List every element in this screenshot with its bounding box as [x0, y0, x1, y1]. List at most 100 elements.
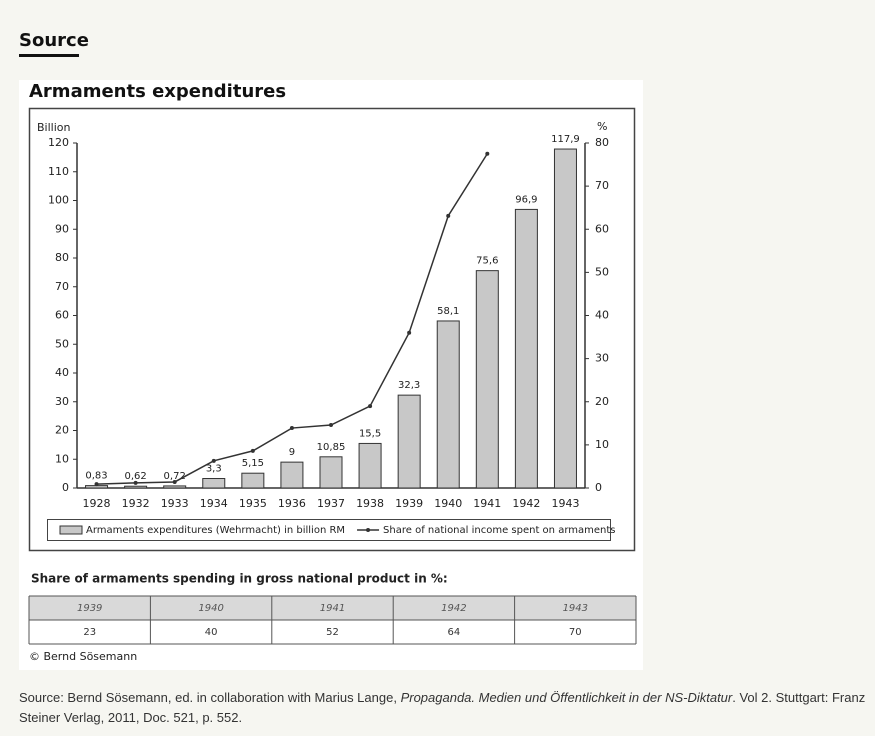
y-axis-label: Billion	[37, 121, 71, 134]
y2-tick-label: 30	[595, 352, 609, 365]
y2-axis-label: %	[597, 120, 607, 133]
x-tick-label: 1940	[434, 497, 462, 510]
value-label: 3,3	[206, 464, 222, 475]
line-point	[329, 423, 333, 428]
bar	[358, 442, 382, 489]
table-title: Share of armaments spending in gross nat…	[31, 572, 448, 586]
y-tick-label: 100	[48, 194, 69, 207]
x-tick-label: 1942	[512, 497, 540, 510]
y-tick-label: 0	[62, 481, 69, 494]
bar	[514, 208, 538, 489]
y-tick-label: 90	[55, 222, 69, 235]
line-point	[133, 480, 138, 485]
table-header-cell: 1943	[563, 603, 588, 614]
legend-label: Armaments expenditures (Wehrmacht) in bi…	[86, 525, 345, 536]
y-tick-label: 10	[55, 452, 69, 465]
bar	[163, 485, 187, 489]
line-point	[368, 404, 373, 409]
y-tick-label: 80	[55, 251, 69, 264]
value-label: 15,5	[359, 428, 381, 439]
x-tick-label: 1932	[122, 497, 150, 510]
chart-title: Armaments expenditures	[29, 81, 286, 102]
y-tick-label: 60	[55, 309, 69, 322]
heading: Source	[19, 30, 89, 51]
line-point	[250, 448, 255, 453]
panel	[19, 80, 643, 670]
table-cell: 70	[569, 627, 582, 638]
y2-tick-label: 80	[595, 136, 609, 149]
bar	[319, 456, 343, 489]
value-label: 58,1	[437, 306, 459, 317]
y2-tick-label: 70	[595, 179, 609, 192]
line-point	[172, 479, 177, 484]
table-cell: 52	[326, 627, 339, 638]
line-point	[289, 426, 294, 431]
x-tick-label: 1928	[83, 497, 111, 510]
line-point	[211, 458, 216, 463]
y-tick-label: 40	[55, 366, 69, 379]
y2-tick-label: 10	[595, 438, 609, 451]
table-header-cell: 1940	[198, 603, 223, 614]
value-label: 5,15	[242, 458, 264, 469]
bar	[202, 478, 226, 489]
copyright: © Bernd Sösemann	[29, 650, 137, 663]
value-label: 32,3	[398, 380, 420, 391]
x-tick-label: 1938	[356, 497, 384, 510]
line-point	[446, 213, 451, 218]
value-label: 10,85	[317, 442, 346, 453]
legend-frame	[47, 519, 611, 541]
table-header-cell: 1942	[441, 603, 466, 614]
caption-text: Source: Bernd Sösemann, ed. in collabora…	[19, 690, 401, 705]
table-cell: 64	[448, 627, 461, 638]
y2-tick-label: 0	[595, 481, 602, 494]
bar	[241, 472, 265, 489]
bar	[553, 148, 577, 489]
line-point	[485, 151, 490, 156]
value-label: 96,9	[515, 194, 537, 205]
bar	[280, 461, 304, 489]
legend-label: Share of national income spent on armame…	[383, 525, 615, 536]
value-label: 75,6	[476, 256, 498, 267]
y2-tick-label: 40	[595, 309, 609, 322]
bar	[436, 320, 460, 489]
y2-tick-label: 20	[595, 395, 609, 408]
x-tick-label: 1934	[200, 497, 228, 510]
table-header-cell: 1941	[320, 603, 345, 614]
chart-frame	[28, 107, 636, 552]
x-tick-label: 1937	[317, 497, 345, 510]
y-tick-label: 50	[55, 337, 69, 350]
y-tick-label: 110	[48, 165, 69, 178]
x-tick-label: 1933	[161, 497, 189, 510]
x-tick-label: 1941	[473, 497, 501, 510]
x-tick-label: 1935	[239, 497, 267, 510]
value-label: 0,62	[124, 471, 146, 482]
table-header-bg	[29, 596, 636, 620]
table-cell: 23	[83, 627, 96, 638]
x-tick-label: 1939	[395, 497, 423, 510]
bar	[397, 394, 421, 489]
caption-text: . Vol 2. Stuttgart: Franz Steiner Verlag…	[19, 690, 866, 725]
x-tick-label: 1943	[551, 497, 579, 510]
y-tick-label: 120	[48, 136, 69, 149]
line-point	[94, 482, 99, 487]
legend-swatch	[59, 525, 83, 535]
line-point	[407, 330, 412, 335]
value-label: 0,72	[164, 471, 186, 482]
y-tick-label: 30	[55, 395, 69, 408]
value-label: 0,83	[85, 471, 107, 482]
bar	[124, 485, 148, 489]
caption-title: Propaganda. Medien und Öffentlichkeit in…	[400, 690, 733, 705]
table-header-cell: 1939	[77, 603, 102, 614]
value-label: 117,9	[551, 134, 580, 145]
bar	[475, 270, 499, 489]
legend-swatch	[366, 528, 371, 532]
heading-underline	[19, 54, 79, 57]
caption: Source: Bernd Sösemann, ed. in collabora…	[19, 688, 869, 728]
x-tick-label: 1936	[278, 497, 306, 510]
y-tick-label: 20	[55, 424, 69, 437]
y2-tick-label: 60	[595, 222, 609, 235]
table-cell: 40	[205, 627, 218, 638]
y2-tick-label: 50	[595, 265, 609, 278]
